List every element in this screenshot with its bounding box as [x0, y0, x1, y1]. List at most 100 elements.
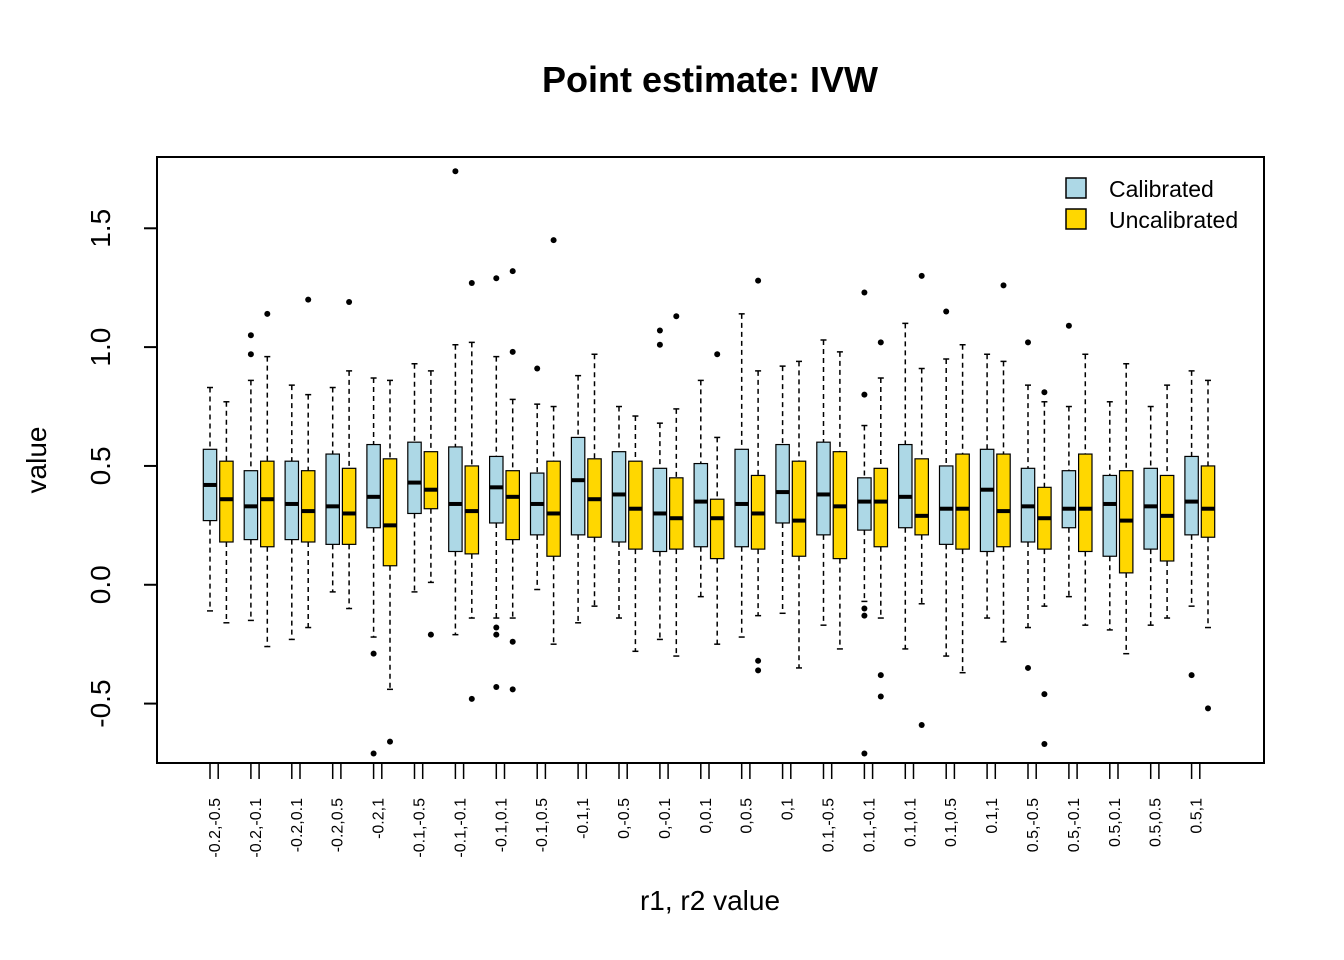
box-calibrated	[857, 477, 872, 531]
x-tick-label: 0,-0.1	[657, 798, 674, 839]
x-tick-label: 0.5,0.5	[1148, 798, 1165, 847]
outlier-point-calibrated	[1188, 672, 1195, 679]
box-calibrated	[325, 453, 340, 545]
outlier-point-uncalibrated	[673, 313, 680, 320]
box-uncalibrated	[382, 458, 398, 567]
outlier-point-calibrated	[247, 332, 254, 339]
outlier-point-uncalibrated	[509, 348, 516, 355]
box-uncalibrated	[505, 470, 520, 541]
outlier-point-calibrated	[493, 624, 500, 631]
outlier-point-uncalibrated	[1041, 691, 1048, 698]
x-tick-label: -0.2,-0.1	[248, 798, 265, 858]
legend-swatch-uncalibrated	[1065, 208, 1087, 230]
outlier-point-calibrated	[247, 351, 254, 358]
box-uncalibrated	[341, 467, 357, 545]
box-calibrated	[816, 441, 831, 536]
x-tick-label: 0.1,-0.1	[861, 798, 878, 852]
outlier-point-uncalibrated	[755, 657, 762, 664]
x-tick-label: -0.1,-0.5	[412, 798, 429, 858]
box-uncalibrated	[1159, 474, 1175, 562]
outlier-point-calibrated	[534, 365, 541, 372]
box-calibrated	[979, 448, 995, 553]
x-tick-label: 0.1,-0.5	[821, 798, 838, 852]
outlier-point-uncalibrated	[1000, 282, 1007, 289]
box-calibrated	[1102, 474, 1118, 557]
outlier-point-calibrated	[656, 341, 663, 348]
outlier-point-uncalibrated	[1205, 705, 1211, 712]
box-calibrated	[1061, 470, 1077, 529]
x-tick-label: 0,1	[780, 798, 797, 820]
box-calibrated	[734, 448, 749, 548]
box-calibrated	[407, 441, 422, 515]
y-tick-label: 1.0	[85, 328, 116, 367]
x-tick-label: -0.2,1	[371, 798, 388, 839]
x-tick-label: 0,0.5	[739, 798, 756, 834]
outlier-point-uncalibrated	[877, 693, 884, 700]
y-tick-label: 0.0	[85, 565, 116, 604]
box-calibrated	[938, 465, 954, 545]
box-uncalibrated	[1200, 465, 1216, 538]
x-tick-label: 0,0.1	[698, 798, 715, 834]
outlier-point-uncalibrated	[468, 695, 475, 702]
box-uncalibrated	[423, 451, 439, 510]
outlier-point-calibrated	[370, 650, 377, 657]
outlier-point-calibrated	[861, 289, 868, 296]
x-tick-label: 0.5,-0.1	[1066, 798, 1083, 852]
outlier-point-calibrated	[370, 750, 377, 757]
box-uncalibrated	[219, 460, 234, 543]
outlier-point-uncalibrated	[509, 638, 516, 645]
x-tick-label: -0.1,-0.1	[452, 798, 469, 858]
outlier-point-calibrated	[1065, 322, 1072, 329]
box-calibrated	[448, 446, 463, 553]
outlier-point-uncalibrated	[877, 672, 884, 679]
outlier-point-calibrated	[861, 605, 868, 612]
box-uncalibrated	[300, 470, 316, 543]
chart-title: Point estimate: IVW	[542, 59, 878, 100]
box-calibrated	[652, 467, 668, 553]
box-uncalibrated	[628, 460, 643, 550]
y-tick-label: 0.5	[85, 446, 116, 485]
outlier-point-uncalibrated	[755, 277, 762, 284]
box-calibrated	[284, 460, 300, 541]
box-calibrated	[1143, 467, 1158, 550]
x-tick-label: -0.1,0.1	[493, 798, 510, 852]
box-calibrated	[366, 443, 381, 529]
outlier-point-uncalibrated	[714, 351, 721, 358]
outlier-point-calibrated	[493, 631, 500, 638]
legend-label-uncalibrated: Uncalibrated	[1109, 207, 1238, 233]
x-tick-label: 0.1,1	[984, 798, 1001, 834]
box-calibrated	[693, 462, 709, 548]
box-calibrated	[775, 443, 790, 524]
outlier-point-uncalibrated	[877, 339, 884, 346]
outlier-point-uncalibrated	[550, 237, 557, 244]
outlier-point-uncalibrated	[387, 738, 393, 745]
outlier-point-uncalibrated	[468, 279, 475, 286]
box-calibrated	[570, 436, 586, 536]
box-uncalibrated	[955, 453, 970, 550]
x-tick-label: 0.1,0.5	[943, 798, 960, 847]
outlier-point-calibrated	[943, 308, 950, 315]
outlier-point-calibrated	[861, 750, 868, 757]
outlier-point-uncalibrated	[509, 686, 516, 693]
x-tick-label: -0.1,0.5	[534, 798, 551, 852]
x-tick-label: 0.5,1	[1189, 798, 1206, 834]
plot-frame	[156, 156, 1265, 764]
outlier-point-uncalibrated	[305, 296, 312, 303]
y-tick-label: 1.5	[85, 209, 116, 248]
outlier-point-calibrated	[861, 391, 868, 398]
y-axis-title: value	[21, 427, 52, 494]
outlier-point-uncalibrated	[755, 667, 762, 674]
outlier-point-uncalibrated	[264, 310, 271, 317]
box-uncalibrated	[914, 458, 929, 536]
outlier-point-calibrated	[493, 275, 500, 282]
x-tick-label: 0.5,-0.5	[1025, 798, 1042, 852]
plot-area: -0.5 0.0 0.5 1.0 1.5 -0.2,-0.5 -0.2,-0.1 -0.2,0…	[85, 156, 1265, 858]
x-tick-label: 0,-0.5	[616, 798, 633, 839]
outlier-point-uncalibrated	[427, 631, 434, 638]
x-tick-label: -0.2,-0.5	[207, 798, 224, 858]
x-tick-label: 0.1,0.1	[902, 798, 919, 847]
outlier-point-calibrated	[452, 168, 459, 175]
box-calibrated	[489, 455, 504, 524]
box-uncalibrated	[791, 460, 807, 557]
